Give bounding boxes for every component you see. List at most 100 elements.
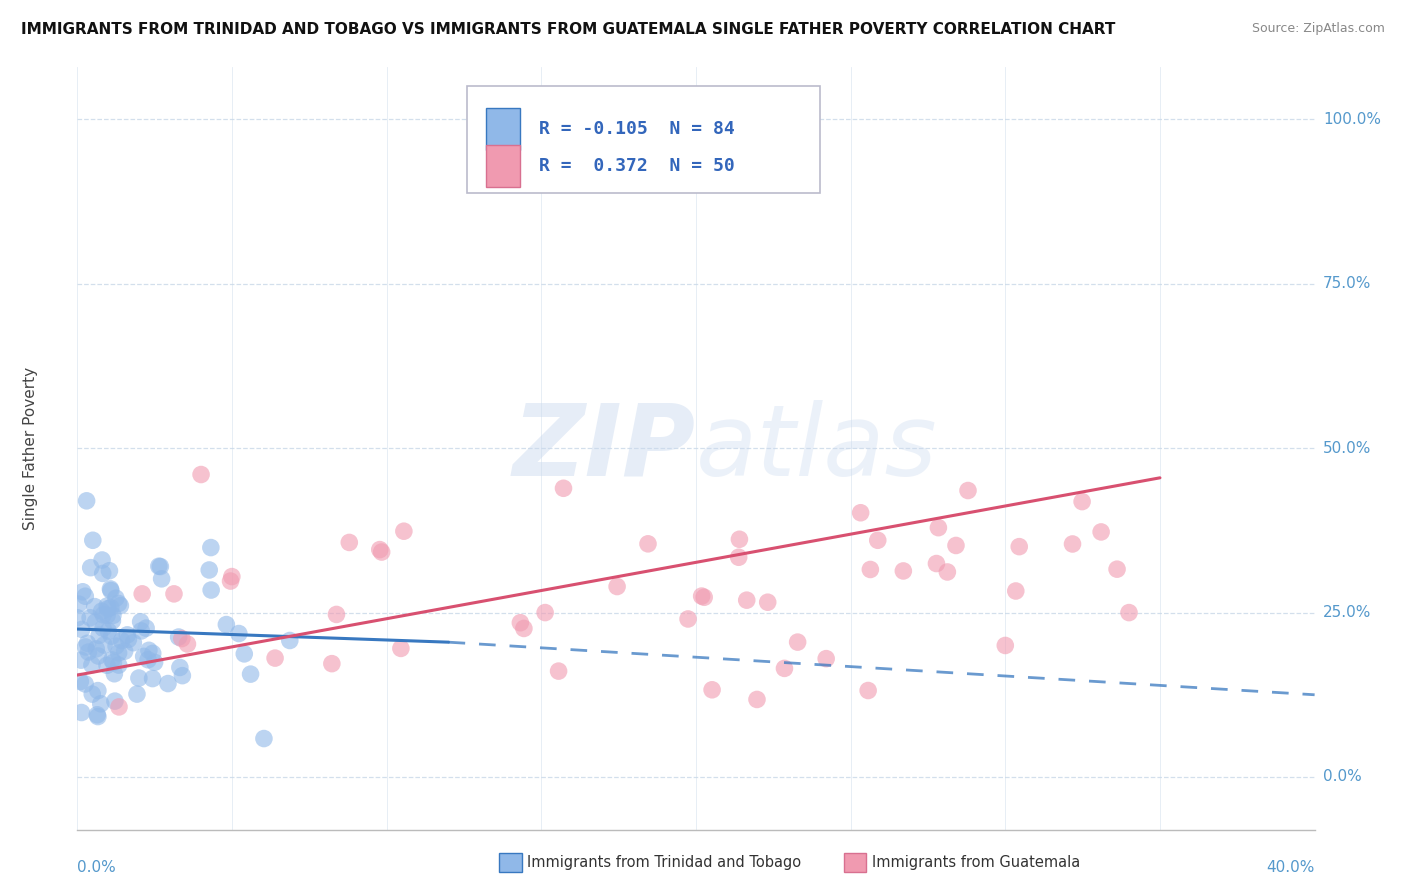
Point [676,612,699,626]
Point [76,636,98,650]
Point [786,635,808,649]
Point [90,697,112,711]
Point [89,628,111,642]
Point [108,700,131,714]
Point [90,604,112,618]
Point [100,582,122,596]
Point [101,614,124,628]
Text: R =  0.372  N = 50: R = 0.372 N = 50 [538,157,734,175]
Point [994,639,1017,653]
FancyBboxPatch shape [485,145,520,187]
Point [77,645,100,659]
Point [70,653,93,667]
Point [321,657,343,671]
Text: Immigrants from Trinidad and Tobago: Immigrants from Trinidad and Tobago [527,855,801,870]
Point [745,692,768,706]
Point [91,621,114,635]
Text: ZIP: ZIP [513,400,696,497]
Point [368,542,391,557]
Point [80,657,103,672]
Point [392,524,415,539]
Text: IMMIGRANTS FROM TRINIDAD AND TOBAGO VS IMMIGRANTS FROM GUATEMALA SINGLE FATHER P: IMMIGRANTS FROM TRINIDAD AND TOBAGO VS I… [21,22,1115,37]
Point [143,655,166,669]
Point [107,646,129,660]
Point [75,589,97,603]
Point [110,633,132,648]
Point [122,636,145,650]
Point [239,667,262,681]
Point [100,583,122,598]
Point [84,615,107,630]
Point [172,668,194,682]
Point [1062,537,1084,551]
Point [728,533,751,547]
Point [129,615,152,629]
Point [693,591,716,605]
Point [945,539,967,553]
Point [148,559,170,574]
Point [84,641,107,656]
Point [101,608,124,623]
Point [637,537,659,551]
Point [727,550,749,565]
Point [91,553,114,567]
Point [114,644,136,658]
Point [135,621,157,635]
Point [936,565,959,579]
Point [859,562,882,576]
Point [91,566,114,581]
Point [167,630,190,644]
Point [105,639,128,653]
Point [156,676,179,690]
Point [849,506,872,520]
Point [163,587,186,601]
Point [756,595,779,609]
Point [1118,606,1140,620]
Point [66,611,89,625]
Point [253,731,276,746]
Point [132,649,155,664]
Point [125,687,148,701]
Point [138,643,160,657]
Point [93,638,115,652]
Point [110,599,132,613]
Point [190,467,212,482]
Text: Source: ZipAtlas.com: Source: ZipAtlas.com [1251,22,1385,36]
Point [170,632,193,646]
FancyBboxPatch shape [467,86,820,193]
Point [389,641,412,656]
Text: R = -0.105  N = 84: R = -0.105 N = 84 [538,120,734,137]
Point [67,597,90,611]
Point [129,624,152,638]
Text: 0.0%: 0.0% [77,860,117,875]
Point [87,709,110,723]
Text: 0.0%: 0.0% [1323,770,1361,784]
Text: 25.0%: 25.0% [1323,605,1371,620]
Point [97,624,120,638]
Point [169,660,191,674]
Point [80,560,103,574]
Point [1008,540,1031,554]
Point [219,574,242,588]
Point [98,564,121,578]
Text: 75.0%: 75.0% [1323,277,1371,292]
Point [866,533,889,548]
Point [79,611,101,625]
Point [1105,562,1128,576]
Text: 40.0%: 40.0% [1267,860,1315,875]
Point [553,481,575,495]
Point [69,674,91,689]
Point [117,628,139,642]
Text: Single Father Poverty: Single Father Poverty [22,367,38,530]
Point [856,683,879,698]
Point [87,648,110,663]
Point [228,626,250,640]
Point [97,601,120,615]
Point [100,600,122,615]
Point [233,647,256,661]
Point [100,629,122,643]
Point [150,572,173,586]
Point [101,653,124,667]
Point [103,666,125,681]
Point [815,651,838,665]
